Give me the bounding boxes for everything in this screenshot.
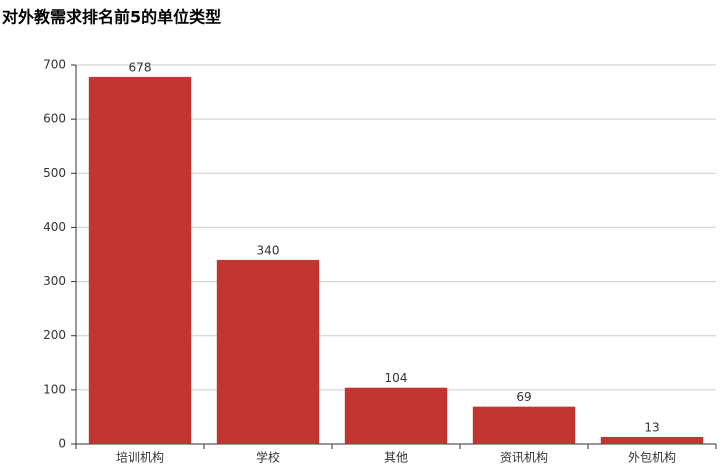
x-tick-label: 资讯机构: [500, 450, 548, 465]
data-label: 104: [385, 371, 408, 385]
y-tick-label: 100: [43, 382, 66, 396]
data-label: 69: [516, 390, 531, 404]
bar: [472, 406, 576, 444]
bar: [600, 436, 704, 444]
x-tick-label: 外包机构: [628, 450, 676, 465]
y-tick-label: 500: [43, 166, 66, 180]
x-tick-label: 培训机构: [116, 450, 164, 465]
data-label: 340: [257, 243, 280, 257]
chart-title: 对外教需求排名前5的单位类型: [2, 8, 221, 27]
x-tick-label: 学校: [256, 450, 280, 465]
x-tick-label: 其他: [384, 451, 408, 465]
y-tick-label: 400: [43, 220, 66, 234]
y-tick-label: 200: [43, 328, 66, 342]
data-label: 13: [644, 420, 659, 434]
y-tick-label: 0: [58, 437, 66, 451]
y-tick-label: 600: [43, 112, 66, 126]
y-tick-label: 700: [43, 58, 66, 72]
data-label: 678: [129, 60, 152, 74]
bar: [344, 387, 448, 444]
bar: [216, 259, 320, 444]
y-tick-label: 300: [43, 274, 66, 288]
bar: [88, 76, 192, 444]
